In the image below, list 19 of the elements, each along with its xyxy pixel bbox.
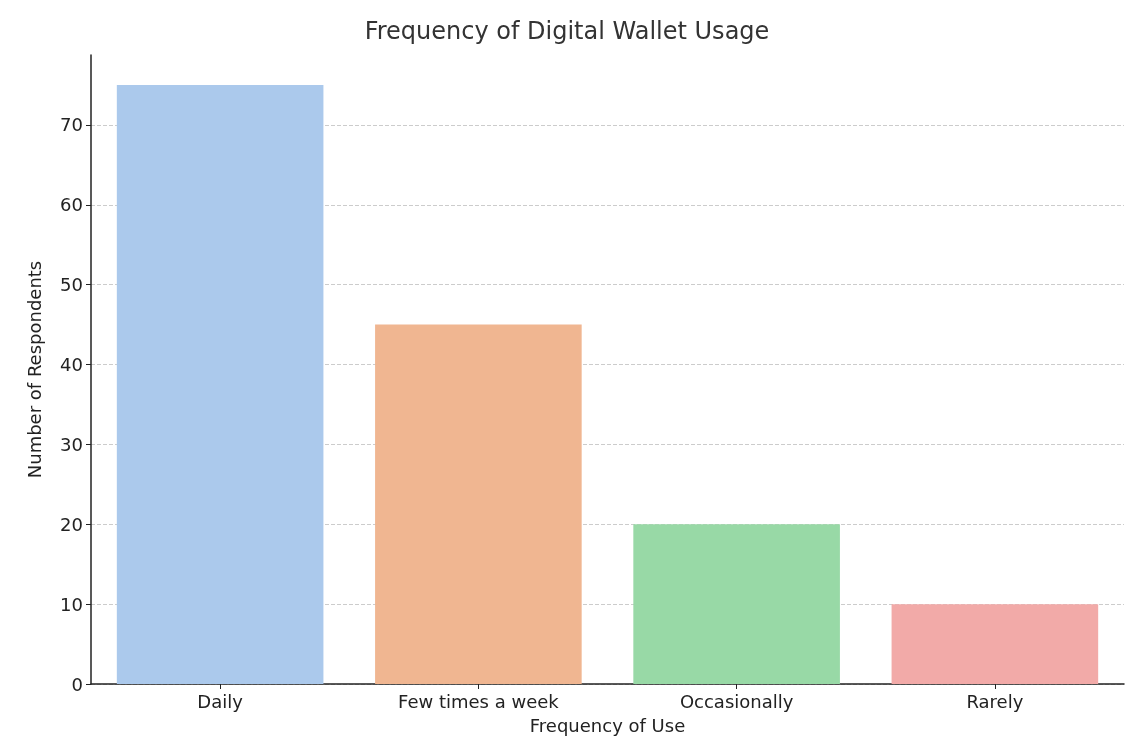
x-axis-title: Frequency of Use [529,714,686,736]
y-tick-label: 10 [60,593,83,615]
x-tick-label: Few times a week [398,690,560,712]
y-tick-label: 40 [60,354,83,376]
y-tick-label: 0 [71,673,83,695]
y-tick-label: 50 [60,274,83,296]
y-tick-label: 60 [60,194,83,216]
y-tick-label: 70 [60,114,83,136]
chart-title: Frequency of Digital Wallet Usage [364,17,770,45]
x-tick-label: Occasionally [679,690,794,712]
x-tick-label: Daily [197,690,244,712]
y-tick-label: 20 [60,513,83,535]
y-axis-title: Number of Respondents [23,260,45,479]
x-tick-label: Rarely [966,690,1024,712]
bar [116,84,324,684]
bar [891,604,1099,684]
bar [633,524,840,684]
bar [375,324,582,684]
y-tick-label: 30 [60,433,83,455]
